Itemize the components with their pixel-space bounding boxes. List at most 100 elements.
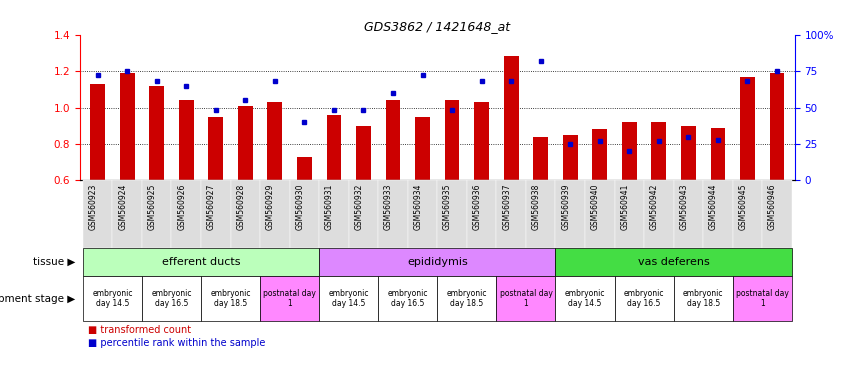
Bar [297,157,312,180]
Text: ■ transformed count: ■ transformed count [88,325,192,335]
Bar [209,117,223,180]
Text: GSM560936: GSM560936 [473,184,482,230]
Text: development stage ▶: development stage ▶ [0,293,76,304]
Text: GSM560938: GSM560938 [532,184,541,230]
Text: GSM560931: GSM560931 [325,184,334,230]
Text: GSM560946: GSM560946 [768,184,777,230]
Text: vas deferens: vas deferens [637,257,710,267]
Text: embryonic
day 14.5: embryonic day 14.5 [329,289,369,308]
Text: embryonic
day 16.5: embryonic day 16.5 [388,289,428,308]
FancyBboxPatch shape [437,180,467,248]
FancyBboxPatch shape [733,276,791,321]
Text: epididymis: epididymis [407,257,468,267]
Bar [238,106,252,180]
Bar [770,73,785,180]
FancyBboxPatch shape [437,276,496,321]
Text: GSM560923: GSM560923 [88,184,98,230]
FancyBboxPatch shape [703,180,733,248]
FancyBboxPatch shape [201,180,230,248]
FancyBboxPatch shape [555,248,791,276]
Bar [681,126,696,180]
Text: GSM560930: GSM560930 [295,184,304,230]
Text: embryonic
day 14.5: embryonic day 14.5 [565,289,606,308]
Text: postnatal day
1: postnatal day 1 [500,289,553,308]
Text: GSM560945: GSM560945 [738,184,748,230]
Text: GSM560924: GSM560924 [118,184,127,230]
Bar [592,129,607,180]
FancyBboxPatch shape [467,180,496,248]
FancyBboxPatch shape [762,180,791,248]
FancyBboxPatch shape [555,276,615,321]
Bar [474,102,489,180]
Text: GSM560943: GSM560943 [680,184,689,230]
Text: embryonic
day 18.5: embryonic day 18.5 [683,289,723,308]
Bar [386,100,400,180]
Bar [445,100,459,180]
Bar [267,102,283,180]
Text: GSM560932: GSM560932 [354,184,363,230]
Text: embryonic
day 18.5: embryonic day 18.5 [210,289,251,308]
Bar [711,127,725,180]
Bar [504,56,519,180]
Text: efferent ducts: efferent ducts [161,257,241,267]
FancyBboxPatch shape [615,180,644,248]
Bar [90,84,105,180]
Text: embryonic
day 16.5: embryonic day 16.5 [151,289,192,308]
Bar [652,122,666,180]
Bar [740,76,755,180]
FancyBboxPatch shape [83,276,142,321]
FancyBboxPatch shape [113,180,142,248]
FancyBboxPatch shape [644,180,674,248]
Text: embryonic
day 16.5: embryonic day 16.5 [624,289,664,308]
Text: GSM560926: GSM560926 [177,184,186,230]
FancyBboxPatch shape [615,276,674,321]
Text: ■ percentile rank within the sample: ■ percentile rank within the sample [88,338,266,348]
Text: tissue ▶: tissue ▶ [34,257,76,267]
Text: GSM560925: GSM560925 [148,184,156,230]
Text: GSM560939: GSM560939 [561,184,570,230]
FancyBboxPatch shape [733,180,762,248]
FancyBboxPatch shape [408,180,437,248]
Bar [563,135,578,180]
FancyBboxPatch shape [289,180,320,248]
Text: postnatal day
1: postnatal day 1 [736,289,789,308]
Bar [326,115,341,180]
Text: GSM560929: GSM560929 [266,184,275,230]
FancyBboxPatch shape [320,180,349,248]
Text: postnatal day
1: postnatal day 1 [263,289,316,308]
Bar [150,86,164,180]
FancyBboxPatch shape [555,180,585,248]
Bar [119,73,135,180]
Text: embryonic
day 18.5: embryonic day 18.5 [447,289,487,308]
FancyBboxPatch shape [83,180,113,248]
Text: GSM560944: GSM560944 [709,184,718,230]
Text: GDS3862 / 1421648_at: GDS3862 / 1421648_at [364,20,510,33]
FancyBboxPatch shape [83,248,320,276]
FancyBboxPatch shape [526,180,555,248]
Text: GSM560928: GSM560928 [236,184,246,230]
Bar [622,122,637,180]
FancyBboxPatch shape [230,180,260,248]
Text: GSM560937: GSM560937 [502,184,511,230]
Text: GSM560941: GSM560941 [621,184,629,230]
Text: GSM560935: GSM560935 [443,184,452,230]
FancyBboxPatch shape [674,180,703,248]
FancyBboxPatch shape [674,276,733,321]
Bar [415,117,430,180]
Bar [533,137,548,180]
FancyBboxPatch shape [496,180,526,248]
FancyBboxPatch shape [496,276,555,321]
FancyBboxPatch shape [201,276,260,321]
FancyBboxPatch shape [320,248,555,276]
FancyBboxPatch shape [320,276,378,321]
FancyBboxPatch shape [349,180,378,248]
FancyBboxPatch shape [378,180,408,248]
FancyBboxPatch shape [142,180,172,248]
Bar [356,126,371,180]
FancyBboxPatch shape [378,276,437,321]
FancyBboxPatch shape [260,180,289,248]
FancyBboxPatch shape [142,276,201,321]
Text: embryonic
day 14.5: embryonic day 14.5 [93,289,133,308]
FancyBboxPatch shape [260,276,320,321]
Bar [179,100,193,180]
